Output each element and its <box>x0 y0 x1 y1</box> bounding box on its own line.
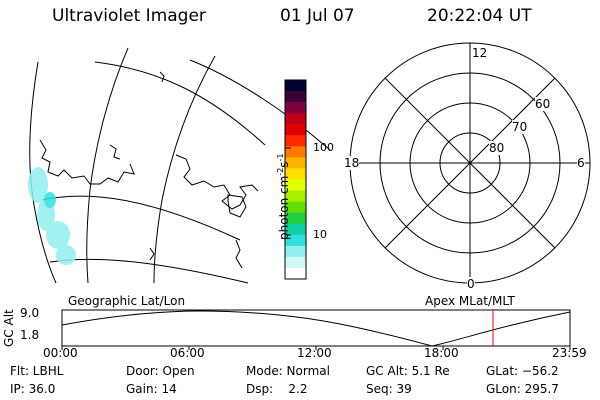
colorbar-band <box>285 168 306 180</box>
colorbar-band <box>285 267 306 280</box>
polar-label-70: 70 <box>512 120 528 134</box>
colorbar-band <box>285 223 306 236</box>
colorbar-tick-10: 10 <box>313 228 327 241</box>
footer-flt: Flt: LBHL <box>10 364 64 378</box>
colorbar-band <box>285 80 306 92</box>
altitude-ytick-top: 9.0 <box>20 306 40 320</box>
footer-ip: IP: 36.0 <box>10 382 56 396</box>
colorbar-band <box>285 212 306 225</box>
footer-glon: GLon: 295.7 <box>486 382 559 396</box>
xtick-4: 23:59 <box>552 346 587 360</box>
colorbar-band <box>285 113 306 125</box>
colorbar-band <box>285 234 306 247</box>
polar-label-6: 6 <box>577 156 585 170</box>
colorbar-band <box>285 102 306 114</box>
colorbar-band <box>285 190 306 203</box>
polar-label-60: 60 <box>535 97 551 111</box>
colorbar-band <box>285 91 306 103</box>
unit-s: s <box>277 161 291 168</box>
colorbar-band <box>285 245 306 258</box>
footer-seq: Seq: 39 <box>366 382 412 396</box>
colorbar-unit-label: photon cm-2s-1 <box>276 153 291 240</box>
color-scale-bar <box>284 79 307 280</box>
footer-glat: GLat: −56.2 <box>486 364 559 378</box>
instrument-title: Ultraviolet Imager <box>52 6 206 26</box>
colorbar-band <box>285 135 306 147</box>
xtick-1: 06:00 <box>170 346 205 360</box>
colorbar-band <box>285 124 306 136</box>
colorbar-tick-100: 100 <box>313 141 334 154</box>
altitude-ylabel: GC Alt <box>2 309 16 347</box>
polar-label-80: 80 <box>489 141 505 155</box>
colorbar-band <box>285 256 306 269</box>
altitude-plot <box>61 309 571 350</box>
footer-dsp: Dsp: 2.2 <box>246 382 308 396</box>
xtick-2: 12:00 <box>297 346 332 360</box>
footer-door: Door: Open <box>126 364 195 378</box>
xtick-3: 18:00 <box>424 346 459 360</box>
colorbar-band <box>285 201 306 214</box>
colorbar-band <box>285 157 306 169</box>
polar-label-18: 18 <box>344 156 360 170</box>
unit-sup1: -2 <box>276 167 285 176</box>
polar-label-0: 0 <box>467 277 475 291</box>
polar-label-12: 12 <box>472 46 488 60</box>
time-label: 20:22:04 UT <box>427 6 532 26</box>
date-label: 01 Jul 07 <box>280 6 355 26</box>
footer-gc-alt: GC Alt: 5.1 Re <box>366 364 450 378</box>
unit-text: photon cm <box>277 175 291 240</box>
altitude-ytick-bottom: 1.8 <box>20 328 40 342</box>
footer-gain: Gain: 14 <box>126 382 177 396</box>
colorbar-band <box>285 146 306 158</box>
polar-mlt-plot <box>349 42 591 284</box>
geographic-label: Geographic Lat/Lon <box>68 294 186 308</box>
xtick-0: 00:00 <box>43 346 78 360</box>
unit-sup2: -1 <box>276 153 285 162</box>
colorbar-band <box>285 179 306 192</box>
apex-label: Apex MLat/MLT <box>425 294 515 308</box>
footer-mode: Mode: Normal <box>246 364 330 378</box>
